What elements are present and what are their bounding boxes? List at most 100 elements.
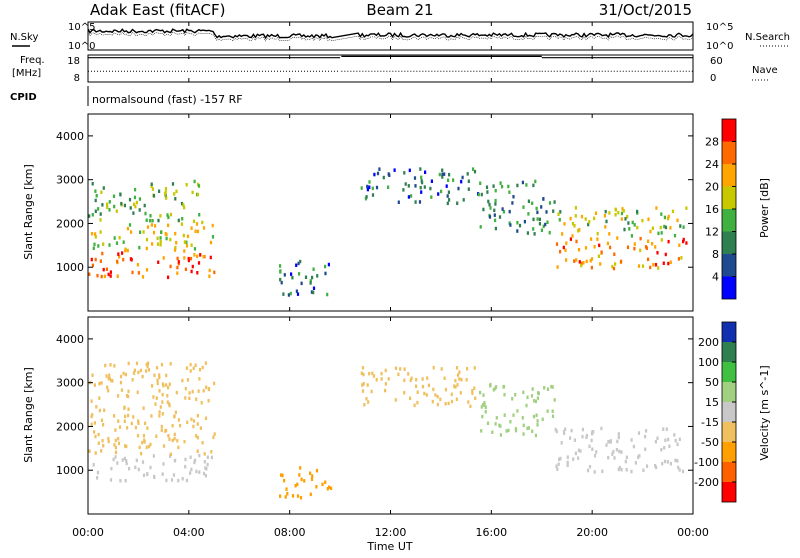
velocity-cell-0 [96, 476, 99, 480]
velocity-ytick-label: 1000 [56, 464, 84, 477]
power-cell-5 [494, 218, 497, 223]
velocity-cell-1 [101, 439, 104, 443]
velocity-cell-1 [95, 405, 98, 409]
velocity-cell-4 [503, 413, 506, 417]
power-cell-7 [636, 209, 639, 214]
power-cell-2 [143, 203, 146, 208]
velocity-cell-1 [145, 362, 148, 367]
velocity-cell-1 [171, 438, 174, 443]
power-ytick-label: 3000 [56, 174, 84, 187]
velocity-colorbar-swatch [722, 442, 736, 462]
power-cell-2 [101, 203, 104, 207]
velocity-cell-4 [522, 423, 525, 428]
power-cell-1 [186, 234, 190, 239]
velocity-cell-1 [93, 421, 96, 425]
power-cell-1 [156, 236, 159, 240]
power-cell-6 [656, 251, 659, 255]
velocity-cell-1 [166, 400, 169, 404]
velocity-colorbar-tick-label: 200 [698, 336, 719, 349]
power-cell-7 [666, 216, 670, 221]
power-cell-0 [103, 274, 106, 279]
velocity-cell-0 [125, 461, 128, 466]
power-cell-4 [371, 193, 375, 197]
velocity-cell-5 [662, 427, 665, 431]
velocity-cell-5 [630, 438, 633, 442]
power-cell-1 [159, 243, 162, 247]
velocity-cell-3 [460, 377, 463, 382]
power-cell-0 [176, 265, 179, 270]
power-cell-2 [196, 192, 200, 197]
velocity-cell-5 [661, 461, 664, 466]
velocity-cell-5 [609, 440, 612, 444]
velocity-cell-1 [177, 418, 180, 422]
power-cell-3 [280, 280, 283, 285]
power-colorbar: 28 24 20 16 12 8 4 [705, 118, 737, 300]
power-cell-4 [404, 182, 407, 186]
power-cell-5 [508, 190, 511, 194]
power-cell-6 [685, 241, 688, 245]
velocity-cell-1 [144, 421, 147, 426]
power-cell-0 [187, 258, 190, 263]
power-cell-1 [150, 223, 153, 227]
power-cell-4 [403, 171, 406, 175]
velocity-colorbar: 200 100 50 15 -15 -50 -100 -200 [694, 321, 737, 503]
power-cell-7 [628, 227, 631, 231]
velocity-cell-3 [458, 377, 461, 381]
velocity-cell-1 [165, 428, 168, 433]
velocity-cell-4 [509, 420, 512, 424]
velocity-cell-5 [637, 431, 641, 435]
power-cell-0 [199, 253, 202, 257]
velocity-cell-5 [668, 444, 671, 448]
power-cell-4 [407, 195, 410, 199]
power-cell-3 [324, 264, 327, 269]
velocity-cell-3 [465, 378, 468, 382]
power-cell-7 [622, 209, 625, 213]
nave-tick-top: 60 [710, 56, 723, 67]
velocity-cell-5 [617, 435, 620, 440]
velocity-cell-3 [415, 384, 418, 388]
power-cell-2 [94, 209, 97, 213]
velocity-cell-1 [184, 396, 187, 400]
velocity-cell-0 [92, 463, 95, 467]
power-cell-1 [93, 242, 96, 247]
power-cell-4 [373, 172, 376, 177]
power-cell-0 [122, 257, 125, 262]
velocity-cell-0 [146, 472, 149, 476]
velocity-cell-1 [196, 414, 199, 418]
power-cell-4 [375, 185, 379, 190]
velocity-colorbar-tick-label: 100 [698, 356, 719, 369]
power-cell-3 [324, 271, 327, 276]
power-cell-5 [542, 197, 545, 201]
plot-title: Adak East (fitACF) [90, 1, 225, 19]
power-cell-1 [113, 236, 116, 240]
power-cell-6 [651, 242, 654, 246]
velocity-cell-0 [190, 467, 193, 472]
power-cell-2 [157, 218, 160, 223]
nave-label: Nave [752, 65, 778, 76]
velocity-cell-3 [432, 387, 435, 392]
velocity-cell-2 [283, 478, 286, 483]
velocity-cell-1 [195, 397, 198, 401]
power-cell-7 [685, 206, 688, 210]
power-cell-2 [128, 197, 132, 202]
power-cell-6 [599, 262, 602, 266]
velocity-cell-1 [158, 414, 161, 418]
power-cell-2 [134, 204, 137, 209]
velocity-cell-5 [632, 444, 635, 449]
power-cell-6 [590, 237, 593, 241]
freq-strip-data [88, 55, 693, 72]
velocity-cell-1 [114, 438, 117, 443]
velocity-cell-4 [491, 430, 494, 434]
power-cell-4 [452, 178, 455, 182]
velocity-y-axis: 1000 2000 3000 4000 [56, 333, 693, 477]
velocity-cell-0 [189, 471, 192, 475]
power-cell-1 [142, 230, 145, 234]
power-colorbar-tick-label: 20 [705, 181, 719, 194]
velocity-cell-1 [168, 437, 171, 442]
power-cell-4 [378, 167, 381, 171]
power-cell-7 [603, 214, 606, 218]
power-cell-2 [108, 200, 111, 204]
velocity-cell-3 [360, 371, 363, 375]
velocity-cell-3 [399, 367, 402, 371]
